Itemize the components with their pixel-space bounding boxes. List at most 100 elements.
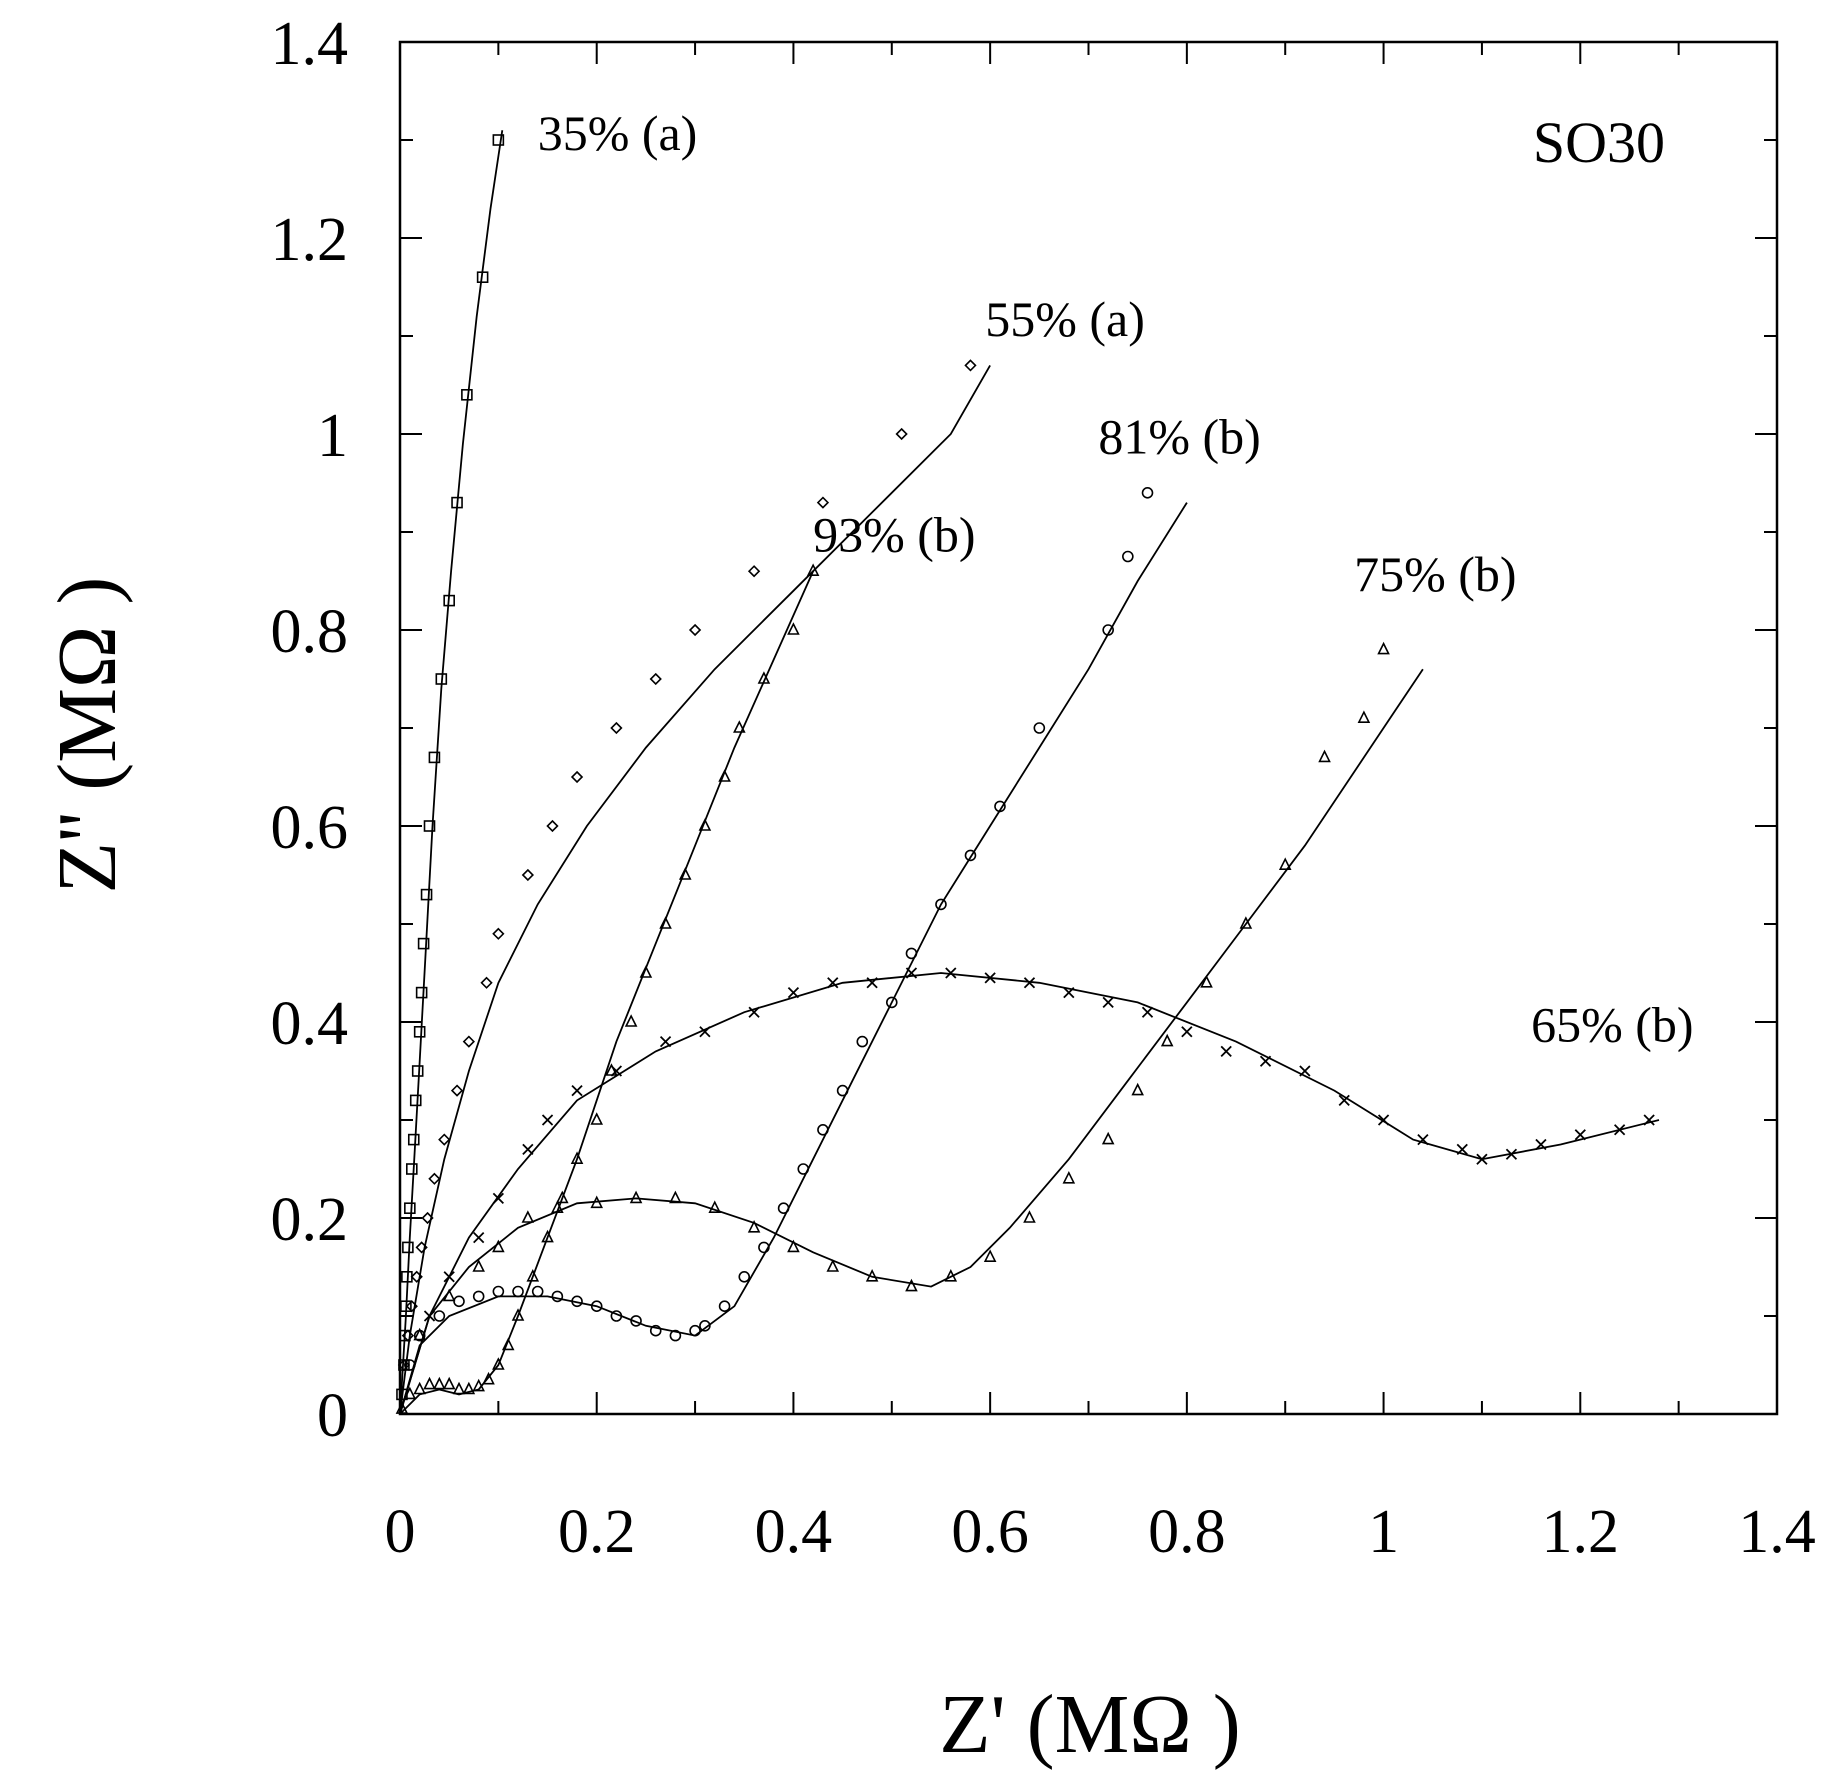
- square-marker: [409, 1094, 422, 1107]
- triangle-marker: [511, 1308, 525, 1321]
- axis-ticks: [399, 41, 1778, 1415]
- triangle-marker: [698, 818, 712, 831]
- x-marker-stroke: [748, 1006, 760, 1018]
- triangle-marker: [944, 1269, 958, 1282]
- x-marker-stroke: [443, 1271, 455, 1283]
- markers-81-b: [404, 486, 1154, 1371]
- circle-marker: [551, 1290, 564, 1303]
- series-labels: 35% (a) 55% (a) 93% (b) 81% (b) 75% (b) 65% (…: [538, 105, 1694, 1053]
- x-marker-stroke: [610, 1065, 623, 1077]
- x-marker-stroke: [1181, 1026, 1193, 1038]
- diamond-marker: [421, 1211, 434, 1225]
- triangle-marker: [1101, 1131, 1115, 1145]
- square-marker: [476, 271, 489, 284]
- diamond-marker: [492, 927, 505, 940]
- square-marker: [406, 1163, 418, 1175]
- circle-marker: [699, 1320, 711, 1332]
- x-marker: [905, 967, 918, 979]
- x-tick-label: 0.4: [755, 1498, 833, 1566]
- square-marker: [461, 388, 473, 401]
- circle-marker: [856, 1035, 869, 1048]
- triangle-marker: [806, 563, 820, 577]
- circle-marker: [758, 1241, 770, 1254]
- diamond-marker: [438, 1133, 451, 1146]
- square-marker: [420, 888, 433, 901]
- circle-marker: [836, 1084, 849, 1097]
- x-marker-stroke: [1377, 1114, 1390, 1126]
- series-label-81-b: 81% (b): [1098, 409, 1260, 465]
- triangle-marker: [462, 1381, 476, 1395]
- triangle-marker: [678, 867, 692, 880]
- circle-marker: [797, 1163, 810, 1175]
- x-marker: [610, 1065, 623, 1077]
- triangle-marker: [733, 720, 746, 733]
- x-marker-stroke: [571, 1084, 583, 1097]
- x-marker: [748, 1006, 760, 1018]
- y-tick-labels: 0 0.2 0.4 0.6 0.8 1 1.2 1.4: [271, 10, 349, 1450]
- triangle-marker: [413, 1327, 426, 1341]
- triangle-marker: [1239, 916, 1253, 929]
- triangle-marker: [826, 1259, 840, 1272]
- x-marker: [1141, 1006, 1154, 1018]
- x-marker: [1574, 1129, 1586, 1141]
- triangle-marker: [433, 1376, 446, 1390]
- triangle-marker: [787, 1239, 800, 1253]
- triangle-marker: [590, 1112, 604, 1125]
- triangle-marker: [570, 1151, 584, 1164]
- panel-label: SO30: [1533, 110, 1665, 175]
- circle-marker: [610, 1310, 623, 1322]
- diamond-marker: [610, 721, 623, 735]
- circle-marker: [571, 1295, 583, 1308]
- x-tick-label: 1: [1368, 1498, 1399, 1566]
- diamond-marker: [401, 1329, 414, 1342]
- square-marker: [415, 986, 428, 999]
- triangle-marker: [624, 1014, 638, 1027]
- circle-marker: [994, 800, 1006, 813]
- x-marker-stroke: [473, 1231, 485, 1244]
- fit-curve-65-b: [399, 972, 1660, 1415]
- y-tick-label: 0.6: [271, 794, 349, 862]
- x-marker-stroke: [905, 967, 918, 979]
- x-marker-stroke: [1259, 1055, 1272, 1067]
- x-marker-stroke: [1613, 1124, 1626, 1136]
- triangle-marker: [442, 1376, 456, 1390]
- markers-35-a: [396, 134, 505, 1401]
- x-marker: [699, 1026, 711, 1038]
- x-marker: [1535, 1138, 1547, 1151]
- circle-marker: [404, 1359, 416, 1371]
- triangle-marker: [526, 1269, 540, 1282]
- circle-marker: [718, 1300, 731, 1312]
- x-marker: [1643, 1114, 1655, 1126]
- x-axis-title: Z' (MΩ ): [939, 1678, 1241, 1771]
- y-tick-label: 0.2: [271, 1186, 349, 1254]
- triangle-marker: [395, 1401, 409, 1414]
- triangle-marker: [747, 1220, 761, 1233]
- square-marker: [443, 594, 455, 607]
- diamond-marker: [415, 1241, 428, 1254]
- triangle-marker: [1200, 975, 1213, 988]
- plot-frame: [398, 40, 1779, 1416]
- triangle-marker: [472, 1259, 485, 1272]
- x-marker-stroke: [1023, 977, 1036, 989]
- triangle-marker: [521, 1210, 535, 1223]
- triangle-marker: [403, 1386, 417, 1400]
- x-tick-label: 1.2: [1542, 1498, 1620, 1566]
- diamond-marker: [964, 359, 977, 372]
- diamond-marker: [480, 976, 493, 989]
- triangle-marker: [555, 1190, 569, 1204]
- circle-marker: [689, 1324, 701, 1337]
- x-marker-stroke: [1643, 1114, 1655, 1126]
- circle-marker: [817, 1124, 829, 1136]
- x-marker: [1063, 986, 1075, 999]
- x-marker-stroke: [1535, 1138, 1547, 1151]
- diamond-marker: [546, 819, 559, 833]
- fit-curve-35-a: [399, 130, 504, 1415]
- circle-marker: [531, 1285, 544, 1298]
- triangle-marker: [501, 1337, 515, 1351]
- fit-curve-75-b: [399, 668, 1424, 1415]
- triangle-marker: [482, 1371, 495, 1385]
- diamond-marker: [450, 1084, 464, 1097]
- x-marker: [473, 1231, 485, 1244]
- circle-marker: [630, 1315, 642, 1327]
